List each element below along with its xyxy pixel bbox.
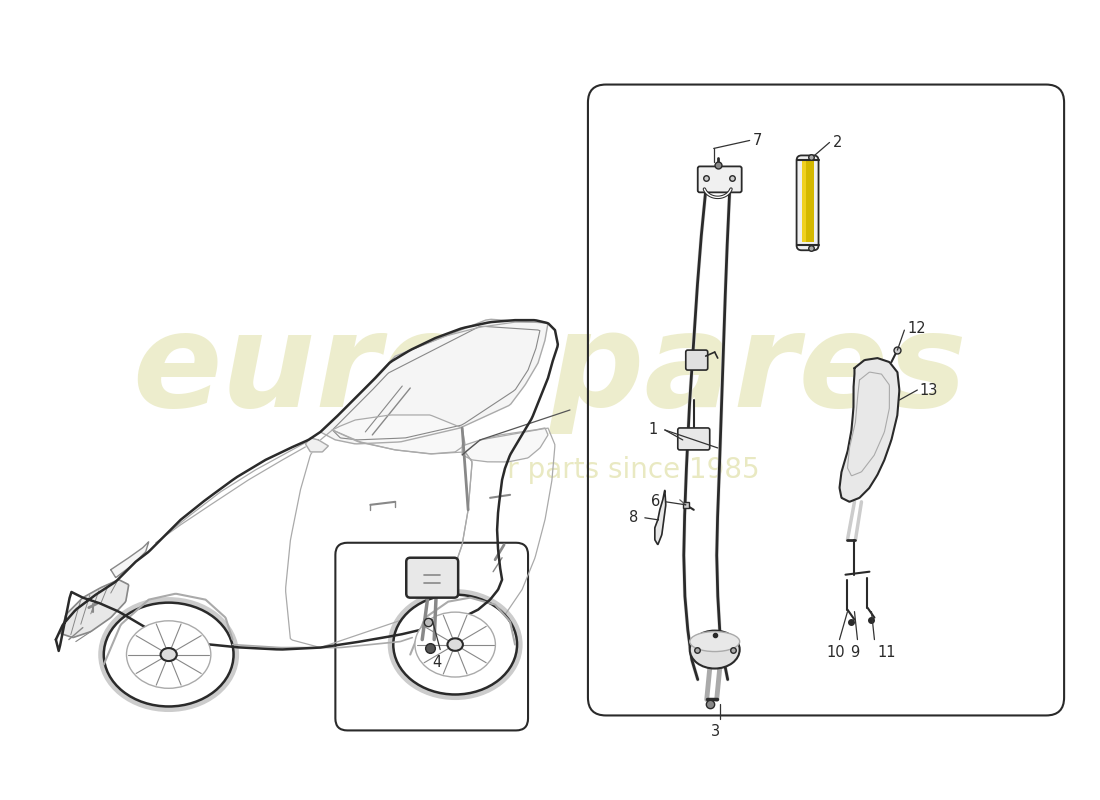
- Text: 7: 7: [752, 133, 762, 148]
- Text: a passion for parts since 1985: a passion for parts since 1985: [340, 456, 760, 484]
- Polygon shape: [111, 542, 148, 578]
- FancyBboxPatch shape: [697, 166, 741, 192]
- Text: 8: 8: [628, 510, 638, 526]
- FancyBboxPatch shape: [685, 350, 707, 370]
- Ellipse shape: [448, 638, 463, 651]
- Ellipse shape: [690, 631, 739, 651]
- Ellipse shape: [126, 621, 211, 688]
- FancyBboxPatch shape: [406, 558, 459, 598]
- Text: 6: 6: [650, 494, 660, 510]
- Polygon shape: [332, 415, 465, 454]
- Polygon shape: [320, 319, 548, 444]
- Text: eurospares: eurospares: [133, 306, 967, 434]
- Bar: [802, 161, 805, 242]
- Text: 1: 1: [649, 422, 658, 438]
- Text: 11: 11: [878, 645, 895, 659]
- FancyBboxPatch shape: [678, 428, 710, 450]
- Polygon shape: [462, 428, 548, 462]
- Text: 4: 4: [432, 654, 442, 670]
- FancyBboxPatch shape: [796, 155, 818, 250]
- Polygon shape: [654, 490, 666, 544]
- Text: 3: 3: [711, 725, 720, 739]
- Ellipse shape: [690, 630, 739, 669]
- Ellipse shape: [103, 602, 233, 706]
- Text: 12: 12: [908, 321, 926, 336]
- Polygon shape: [839, 358, 900, 502]
- Text: 10: 10: [826, 645, 845, 659]
- Polygon shape: [56, 320, 558, 651]
- Text: 2: 2: [833, 135, 842, 150]
- Polygon shape: [60, 580, 129, 638]
- Polygon shape: [306, 438, 328, 452]
- Bar: [802, 161, 814, 242]
- Text: 13: 13: [920, 382, 937, 398]
- Text: 9: 9: [850, 645, 859, 659]
- Ellipse shape: [394, 594, 517, 694]
- Ellipse shape: [415, 612, 495, 677]
- Ellipse shape: [161, 648, 177, 661]
